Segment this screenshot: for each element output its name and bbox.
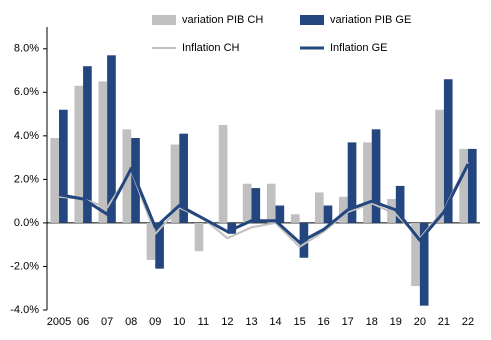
bar: [347, 142, 357, 223]
x-tick-label: 09: [149, 316, 161, 328]
bar: [459, 148, 468, 223]
x-tick-label: 15: [293, 316, 305, 328]
x-tick-label: 14: [269, 316, 281, 328]
bar: [339, 196, 348, 223]
bar: [155, 222, 164, 269]
x-tick-label: 13: [245, 316, 257, 328]
y-tick-label: 0.0%: [14, 217, 39, 229]
bar: [395, 185, 405, 223]
x-tick-label: 06: [77, 316, 89, 328]
y-tick-label: 8.0%: [14, 43, 39, 55]
line: [58, 161, 469, 248]
bar: [194, 222, 204, 252]
bar: [363, 142, 372, 223]
bar: [419, 222, 429, 306]
bar: [74, 85, 84, 223]
legend-swatch: [152, 15, 176, 25]
bar: [411, 222, 420, 287]
x-tick-label: 20: [414, 316, 426, 328]
x-tick-label: 07: [101, 316, 113, 328]
x-tick-label: 18: [366, 316, 378, 328]
bar: [266, 183, 276, 223]
legend-swatch: [300, 15, 324, 25]
bar: [467, 148, 477, 223]
bar: [83, 66, 92, 223]
bar: [371, 129, 381, 223]
bar: [443, 79, 453, 223]
legend-label: Inflation GE: [330, 42, 387, 54]
x-tick-label: 11: [198, 316, 209, 328]
legend-label: variation PIB GE: [330, 14, 411, 26]
y-tick-label: 6.0%: [14, 86, 39, 98]
bar: [170, 144, 180, 223]
y-tick-label: -2.0%: [10, 260, 39, 272]
y-tick-label: -4.0%: [10, 304, 39, 316]
x-tick-label: 16: [318, 316, 330, 328]
x-tick-label: 12: [221, 316, 233, 328]
x-tick-label: 08: [125, 316, 137, 328]
bar: [146, 222, 156, 260]
bar: [242, 183, 252, 223]
bar: [98, 81, 108, 223]
bar: [179, 133, 188, 223]
bar: [387, 198, 396, 223]
x-tick-label: 10: [173, 316, 185, 328]
legend-label: variation PIB CH: [182, 14, 263, 26]
bar: [435, 109, 444, 223]
x-tick-label: 2005: [47, 316, 71, 328]
bar: [59, 109, 68, 223]
bar: [107, 55, 116, 223]
line: [58, 163, 470, 244]
legend-label: Inflation CH: [182, 42, 240, 54]
bar: [275, 205, 285, 223]
bar: [50, 138, 60, 223]
bar: [251, 188, 261, 223]
bar: [290, 214, 300, 223]
x-tick-label: 21: [438, 316, 450, 328]
y-tick-label: 2.0%: [14, 173, 39, 185]
x-tick-label: 17: [342, 316, 354, 328]
x-tick-label: 19: [390, 316, 402, 328]
y-tick-label: 4.0%: [14, 130, 39, 142]
bar: [314, 192, 324, 223]
bar: [218, 124, 228, 223]
x-tick-label: 22: [462, 316, 474, 328]
bar: [323, 205, 333, 223]
